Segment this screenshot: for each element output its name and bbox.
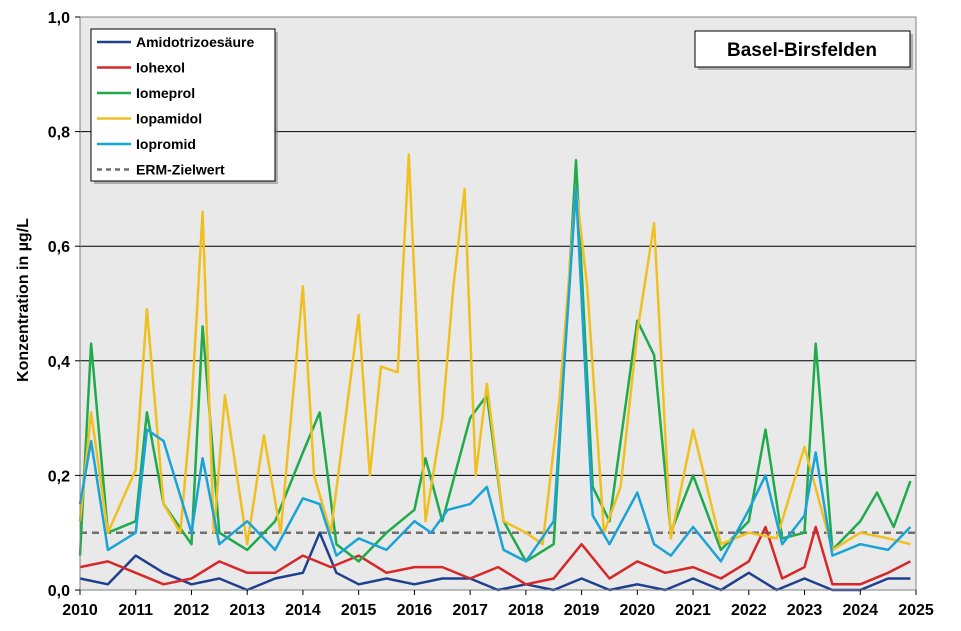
x-tick-label: 2010 [62, 602, 98, 619]
legend-label: ERM-Zielwert [136, 162, 225, 178]
x-tick-label: 2013 [229, 602, 265, 619]
x-tick-label: 2015 [341, 602, 377, 619]
legend-label: Iomeprol [136, 85, 195, 101]
x-tick-label: 2011 [118, 602, 153, 619]
x-tick-label: 2023 [787, 602, 823, 619]
x-tick-label: 2025 [898, 602, 934, 619]
x-tick-label: 2019 [564, 602, 600, 619]
series-line [79, 525, 911, 586]
x-axis-ticks: 2010 2011 2012 2013 2014 2015 2016 2017 2018 2019… [62, 590, 934, 619]
x-tick-label: 2021 [675, 602, 711, 619]
series-lines [78, 153, 912, 592]
y-tick-label: 1,0 [48, 10, 70, 27]
legend-label: Amidotrizoesäure [136, 34, 254, 50]
legend-label: Iopamidol [136, 111, 202, 127]
station-label: Basel-Birsfelden [727, 40, 877, 61]
x-tick-label: 2018 [508, 602, 544, 619]
plot-frame [79, 16, 917, 591]
y-tick-label: 0,8 [48, 125, 70, 142]
x-tick-label: 2020 [620, 602, 656, 619]
y-tick-label: 0,0 [48, 583, 70, 600]
legend: Amidotrizoesäure Iohexol Iomeprol Iopamidol… [90, 28, 278, 184]
y-tick-label: 0,4 [48, 354, 70, 371]
series-line [79, 531, 911, 592]
x-tick-label: 2016 [397, 602, 433, 619]
x-tick-label: 2024 [842, 602, 878, 619]
series-line [78, 187, 912, 563]
y-axis-ticks: 0,0 0,2 0,4 0,6 0,8 1,0 [48, 10, 80, 600]
x-tick-label: 2014 [285, 602, 321, 619]
y-axis-title: Konzentration in µg/L [15, 218, 32, 382]
y-tick-label: 0,6 [48, 239, 70, 256]
legend-label: Iohexol [136, 60, 185, 76]
series-line [78, 153, 911, 552]
y-tick-label: 0,2 [48, 468, 70, 485]
x-tick-label: 2022 [731, 602, 767, 619]
station-label-box: Basel-Birsfelden [694, 30, 913, 70]
x-tick-label: 2012 [174, 602, 210, 619]
x-tick-label: 2017 [452, 602, 488, 619]
legend-label: Iopromid [136, 136, 196, 152]
